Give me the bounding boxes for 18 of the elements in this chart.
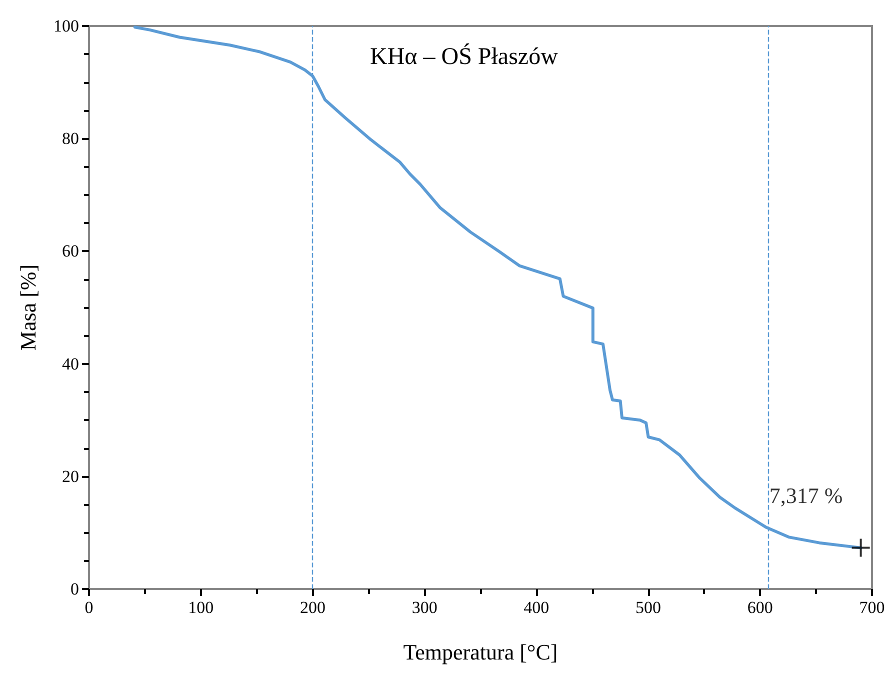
text: KHα – OŚ Płaszów	[370, 43, 559, 70]
x-tick-label: 700	[859, 598, 885, 617]
x-tick-label: 100	[188, 598, 214, 617]
y-tick-label: 20	[62, 466, 79, 486]
y-tick-label: 0	[70, 580, 79, 598]
y-tick-label: 80	[62, 129, 79, 148]
y-axis-title: Masa [%]	[16, 264, 40, 351]
y-tick-label: 40	[62, 354, 79, 374]
x-tick-label: 300	[412, 598, 438, 617]
x-tick-label: 0	[84, 598, 94, 617]
x-axis-title: Temperatura [°C]	[403, 640, 558, 664]
annotation: 7,317 %	[769, 482, 843, 508]
x-tick-label: 200	[300, 598, 326, 617]
y-tick-label: 100	[54, 16, 79, 36]
x-tick-label: 400	[524, 598, 550, 617]
x-tick-label: 600	[747, 598, 773, 617]
y-tick-label: 60	[62, 242, 79, 261]
x-tick-label: 500	[636, 598, 662, 617]
